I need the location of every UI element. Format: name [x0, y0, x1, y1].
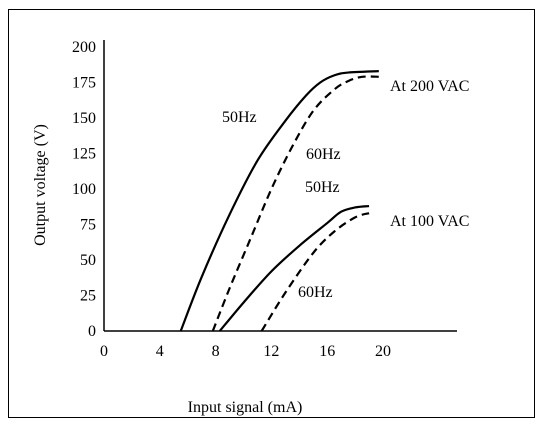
- y-tick-label: 125: [72, 146, 96, 163]
- y-tick-label: 75: [80, 217, 96, 234]
- series-label-200-50hz: 50Hz: [222, 109, 257, 126]
- y-tick-label: 25: [80, 288, 96, 305]
- series-label-100-60hz: 60Hz: [298, 284, 333, 301]
- y-axis-label: Output voltage (V): [32, 124, 49, 246]
- series-line: [218, 204, 370, 332]
- y-tick-label: 50: [80, 252, 96, 269]
- series-label-200-60hz: 60Hz: [306, 146, 341, 163]
- x-tick-label: 0: [100, 343, 108, 360]
- group-label-100vac: At 100 VAC: [390, 213, 469, 230]
- x-axis-label: Input signal (mA): [188, 399, 303, 416]
- y-tick-label: 200: [72, 39, 96, 56]
- chart-frame: [8, 9, 535, 418]
- y-tick-label: 0: [88, 323, 96, 340]
- y-tick-label: 100: [72, 181, 96, 198]
- y-tick-labels: 0 25 50 75 100 125 150 175 200: [72, 39, 96, 340]
- y-tick-label: 175: [72, 75, 96, 92]
- y-tick-label: 150: [72, 110, 96, 127]
- series-label-100-50hz: 50Hz: [305, 179, 340, 196]
- group-label-200vac: At 200 VAC: [390, 78, 469, 95]
- series-line: [260, 212, 370, 332]
- series-line: [211, 75, 381, 332]
- x-tick-label: 4: [156, 343, 164, 360]
- x-tick-label: 12: [263, 343, 279, 360]
- series-line: [179, 70, 379, 332]
- x-tick-label: 20: [375, 343, 391, 360]
- x-tick-labels: 0 4 8 12 16 20: [100, 343, 391, 360]
- x-tick-label: 8: [212, 343, 220, 360]
- series-lines: [179, 70, 381, 332]
- x-tick-label: 16: [319, 343, 335, 360]
